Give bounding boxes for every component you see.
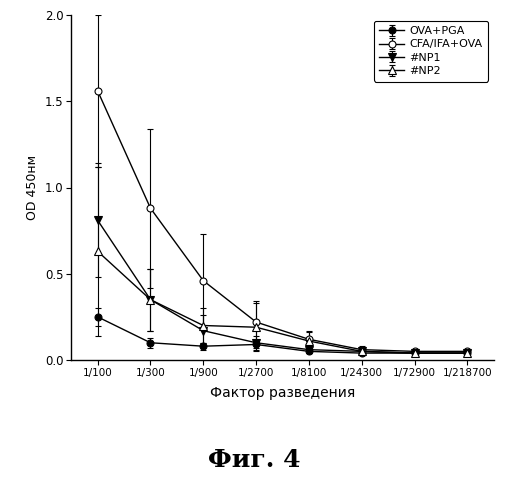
Legend: OVA+PGA, CFA/IFA+OVA, #NP1, #NP2: OVA+PGA, CFA/IFA+OVA, #NP1, #NP2 [374,20,488,82]
Y-axis label: OD 450нм: OD 450нм [26,155,39,220]
Text: Фиг. 4: Фиг. 4 [208,448,301,472]
X-axis label: Фактор разведения: Фактор разведения [210,386,355,400]
